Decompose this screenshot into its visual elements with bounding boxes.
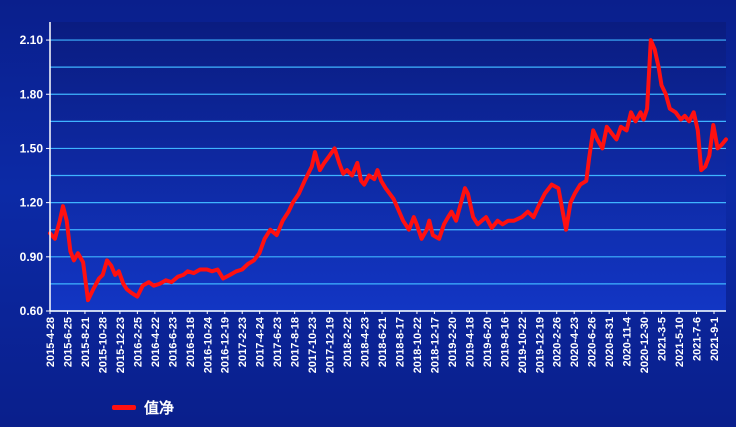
y-axis-ticks: 0.60 0.90 1.20 1.50 1.80 2.10: [20, 33, 50, 318]
x-tick-label: 2015-12-23: [115, 317, 127, 373]
x-tick-label: 2020-2-26: [552, 317, 564, 367]
legend: 值净: [112, 397, 174, 417]
y-tick-label: 1.20: [20, 196, 44, 210]
x-tick-label: 2020-6-26: [587, 317, 599, 367]
x-tick-label: 2019-12-19: [534, 317, 546, 373]
x-tick-label: 2021-5-10: [674, 317, 686, 367]
x-tick-label: 2015-8-21: [80, 317, 92, 367]
x-tick-label: 2019-6-20: [482, 317, 494, 367]
plot-background: [50, 22, 726, 311]
x-tick-label: 2015-4-28: [45, 317, 57, 367]
x-tick-label: 2018-12-17: [429, 317, 441, 373]
x-tick-label: 2018-4-23: [360, 317, 372, 367]
x-tick-label: 2021-9-1: [709, 317, 721, 361]
x-tick-label: 2017-4-24: [255, 316, 267, 367]
x-tick-label: 2017-2-23: [237, 317, 249, 367]
x-tick-label: 2016-10-24: [202, 316, 214, 373]
x-tick-label: 2020-11-4: [622, 316, 634, 366]
series-layer: [48, 38, 728, 303]
x-tick-label: 2017-6-23: [272, 317, 284, 367]
y-tick-label: 2.10: [20, 33, 44, 47]
x-tick-label: 2017-12-19: [325, 317, 337, 373]
x-tick-label: 2016-12-19: [220, 317, 232, 373]
x-tick-label: 2021-3-5: [657, 317, 669, 361]
x-tick-label: 2020-12-30: [639, 317, 651, 373]
y-tick-label: 1.50: [20, 141, 44, 155]
x-tick-label: 2016-4-22: [150, 317, 162, 367]
x-tick-label: 2016-6-23: [167, 317, 179, 367]
x-tick-label: 2020-4-23: [569, 317, 581, 367]
x-tick-label: 2017-10-23: [307, 317, 319, 373]
x-tick-label: 2019-10-22: [517, 317, 529, 373]
x-axis-ticks: 2015-4-28 2015-6-25 2015-8-21 2015-10-28 201…: [45, 311, 721, 373]
x-tick-label: 2016-8-18: [185, 317, 197, 367]
x-tick-label: 2017-8-18: [290, 317, 302, 367]
x-tick-label: 2016-2-25: [132, 317, 144, 367]
x-tick-label: 2015-6-25: [62, 317, 74, 367]
x-tick-label: 2015-10-28: [97, 317, 109, 373]
x-tick-label: 2019-2-20: [447, 317, 459, 367]
y-tick-label: 0.60: [20, 304, 44, 318]
x-tick-label: 2019-8-16: [499, 317, 511, 367]
x-tick-label: 2020-8-31: [604, 317, 616, 367]
x-tick-label: 2018-10-22: [412, 317, 424, 373]
axes: [49, 22, 726, 312]
legend-swatch-line: [112, 404, 136, 410]
legend-label: 值净: [144, 399, 175, 417]
y-tick-label: 0.90: [20, 250, 44, 264]
x-tick-label: 2018-2-22: [342, 317, 354, 367]
x-tick-label: 2018-8-17: [394, 317, 406, 367]
x-tick-label: 2019-4-18: [464, 317, 476, 367]
x-tick-label: 2018-6-21: [377, 317, 389, 367]
series-line: [48, 38, 728, 303]
y-tick-label: 1.80: [20, 87, 44, 101]
x-tick-label: 2021-7-6: [692, 317, 704, 361]
plot-area: [50, 22, 726, 311]
